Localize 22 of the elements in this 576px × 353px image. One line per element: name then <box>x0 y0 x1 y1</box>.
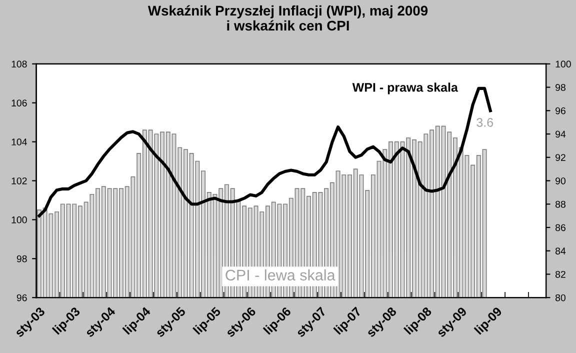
y2-tick-label: 88 <box>556 200 566 208</box>
y-tick-label: 106 <box>12 100 27 106</box>
series-label: WPI - prawa skala <box>352 82 458 94</box>
y2-tick-label: 80 <box>556 294 566 302</box>
y2-tick-label: 92 <box>556 154 566 161</box>
y2-tick-label: 82 <box>556 270 566 278</box>
y-tick-label: 98 <box>16 255 27 262</box>
y2-tick-label: 84 <box>556 248 566 254</box>
y2-tick-label: 98 <box>556 84 566 91</box>
y2-tick-label: 96 <box>556 107 566 114</box>
y-tick-label: 108 <box>12 60 27 68</box>
y-tick-label: 100 <box>12 216 27 224</box>
chart-title: Wskaźnik Przyszłej Inflacji (WPI), maj 2009 i wskaźnik cen CPI <box>148 5 428 31</box>
y-tick-label: 104 <box>12 138 27 146</box>
y-tick-label: 102 <box>12 177 27 184</box>
series-label: CPI - lewa skala <box>226 269 336 281</box>
y2-tick-label: 100 <box>556 60 571 68</box>
y2-tick-label: 90 <box>556 177 566 184</box>
y2-tick-label: 86 <box>556 224 566 232</box>
y2-tick-label: 94 <box>556 130 566 138</box>
y-tick-label: 96 <box>16 294 27 302</box>
annotation: 3.6 <box>476 118 494 127</box>
